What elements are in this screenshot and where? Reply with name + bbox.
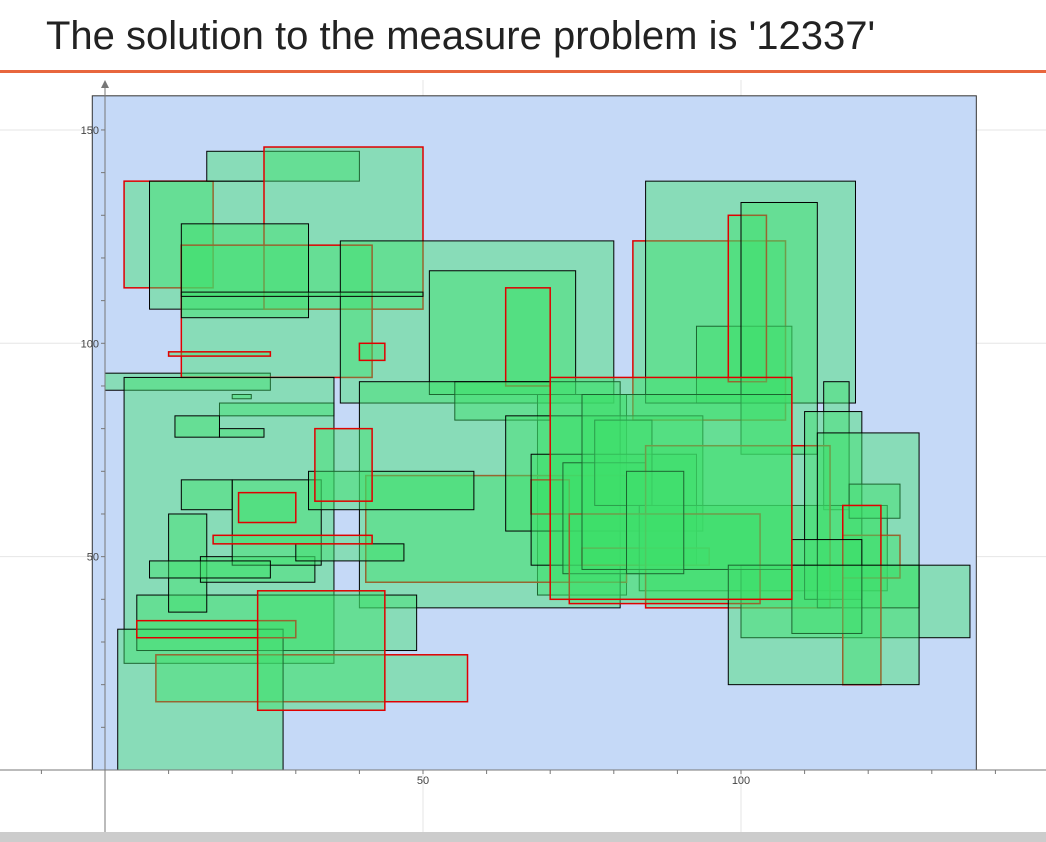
data-rectangle	[308, 470, 475, 511]
data-rectangle	[594, 419, 653, 506]
data-rectangle	[632, 240, 787, 421]
data-rectangle	[256, 590, 386, 712]
data-rectangle	[136, 619, 297, 639]
data-rectangle	[123, 376, 335, 664]
data-rectangle	[180, 223, 310, 319]
data-rectangle	[136, 594, 418, 652]
data-rectangle	[180, 291, 424, 297]
data-rectangle	[180, 479, 233, 511]
data-rectangle	[339, 240, 615, 404]
data-rectangle	[237, 491, 297, 524]
data-rectangle	[263, 146, 424, 310]
x-tick-label: 100	[732, 775, 750, 787]
x-tick-label: 50	[417, 775, 429, 787]
data-rectangle	[212, 534, 373, 545]
data-rectangle	[727, 564, 920, 686]
horizontal-scrollbar[interactable]	[0, 832, 1046, 842]
data-rectangle	[454, 381, 551, 421]
data-rectangle	[358, 381, 621, 609]
data-rectangle	[727, 214, 768, 383]
data-rectangle	[428, 270, 577, 396]
data-rectangle	[549, 376, 793, 601]
data-rectangle	[645, 180, 856, 404]
data-rectangle	[791, 539, 863, 634]
data-rectangle	[358, 342, 386, 362]
data-rectangle	[562, 462, 647, 575]
data-rectangle	[581, 394, 793, 570]
data-rectangle	[155, 654, 469, 703]
data-rectangle	[117, 628, 284, 771]
data-rectangle	[174, 415, 220, 438]
data-rectangle	[626, 470, 685, 575]
title-underline	[0, 70, 1046, 73]
y-axis-arrow	[101, 80, 109, 88]
y-tick-label: 150	[81, 125, 99, 137]
data-rectangle	[644, 444, 831, 609]
data-rectangle	[530, 453, 697, 566]
data-rectangle	[218, 428, 265, 438]
data-rectangle	[206, 150, 360, 182]
data-rectangle	[842, 534, 901, 579]
data-rectangle	[314, 427, 373, 502]
data-rectangle	[295, 543, 405, 562]
data-rectangle	[848, 483, 901, 519]
data-rectangle	[149, 560, 271, 579]
data-rectangle	[695, 325, 793, 404]
y-tick-label: 100	[81, 338, 99, 350]
data-rectangle	[504, 287, 551, 387]
data-rectangle	[167, 351, 272, 357]
data-rectangle	[123, 180, 214, 289]
page-title: The solution to the measure problem is '…	[46, 14, 876, 58]
data-rectangle	[505, 415, 704, 532]
data-rectangle	[816, 432, 920, 609]
data-rectangle	[638, 504, 888, 592]
data-rectangle	[231, 394, 252, 400]
rectangles-layer	[104, 146, 971, 771]
axes: 50 100 50 100 150	[0, 80, 1046, 832]
y-tick-label: 50	[87, 552, 99, 564]
